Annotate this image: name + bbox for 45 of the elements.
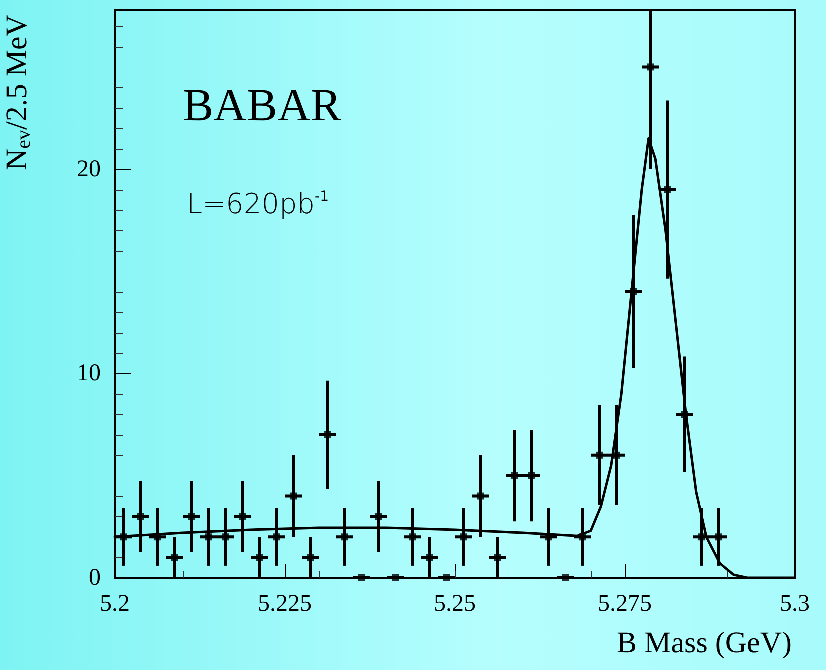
point (562, 574, 569, 582)
point (341, 534, 348, 541)
point (239, 513, 246, 520)
point (664, 186, 671, 194)
x-tick-label: 5.3 (780, 591, 810, 617)
point (426, 554, 433, 562)
point (409, 534, 416, 541)
point (511, 472, 518, 480)
point (528, 472, 535, 480)
y-tick-label: 20 (77, 156, 101, 182)
point (188, 513, 195, 520)
point (460, 534, 467, 541)
point (647, 64, 654, 71)
point (681, 411, 688, 418)
point (443, 574, 450, 582)
point (273, 534, 280, 541)
point (222, 534, 229, 541)
point (307, 554, 314, 562)
point (715, 534, 722, 541)
point (392, 574, 399, 582)
x-tick-label: 5.25 (434, 591, 476, 617)
y-axis-title: Nev/2.5 MeV (0, 14, 35, 171)
point (171, 554, 178, 562)
y-tick-label: 0 (89, 565, 101, 591)
x-tick-label: 5.275 (598, 591, 652, 617)
point (477, 492, 484, 500)
annotation: BABAR (183, 80, 342, 130)
point (137, 513, 144, 520)
y-tick-label: 10 (77, 360, 101, 387)
point (205, 534, 212, 541)
point (290, 492, 297, 500)
point (324, 431, 331, 438)
x-tick-label: 5.2 (100, 591, 130, 617)
point (698, 534, 705, 541)
point (596, 452, 603, 459)
x-tick-label: 5.225 (258, 591, 312, 617)
point (120, 534, 127, 541)
point (579, 534, 586, 541)
point (358, 574, 365, 582)
point (256, 554, 263, 562)
point (375, 513, 382, 520)
x-axis-title: B Mass (GeV) (617, 626, 792, 660)
point (630, 288, 637, 296)
point (494, 554, 501, 562)
point (613, 452, 620, 459)
